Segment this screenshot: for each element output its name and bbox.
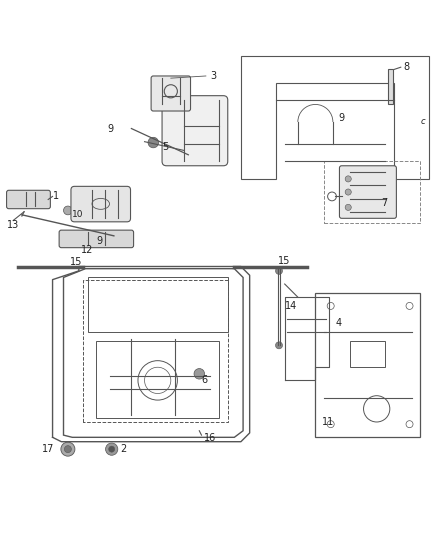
Text: 11: 11 (322, 417, 334, 427)
FancyBboxPatch shape (59, 230, 134, 248)
Text: 12: 12 (81, 245, 93, 255)
FancyBboxPatch shape (151, 76, 191, 111)
Text: 1: 1 (53, 191, 59, 201)
Circle shape (345, 176, 351, 182)
Text: 6: 6 (201, 375, 208, 385)
Text: 13: 13 (7, 220, 19, 230)
Circle shape (276, 268, 283, 274)
Text: 9: 9 (339, 112, 345, 123)
Circle shape (109, 446, 115, 452)
Text: 7: 7 (381, 198, 387, 208)
Bar (350, 341, 385, 367)
Text: 17: 17 (42, 444, 55, 454)
Circle shape (64, 206, 72, 215)
Text: 10: 10 (72, 211, 84, 219)
Text: 5: 5 (162, 142, 168, 152)
Text: 14: 14 (285, 301, 297, 311)
Text: 15: 15 (70, 257, 82, 267)
Text: 9: 9 (108, 124, 114, 134)
Bar (324, 161, 420, 223)
FancyBboxPatch shape (339, 166, 396, 219)
Text: c: c (420, 117, 425, 126)
FancyBboxPatch shape (162, 96, 228, 166)
FancyBboxPatch shape (7, 190, 50, 209)
Bar (388, 69, 393, 104)
Circle shape (345, 189, 351, 195)
Text: 3: 3 (210, 71, 216, 81)
Text: 8: 8 (403, 62, 409, 72)
Circle shape (345, 204, 351, 211)
Circle shape (194, 368, 205, 379)
Text: 9: 9 (96, 236, 102, 246)
Circle shape (61, 442, 75, 456)
Text: 4: 4 (335, 318, 341, 328)
Text: 15: 15 (278, 256, 290, 266)
Text: 2: 2 (120, 444, 127, 454)
Text: 16: 16 (204, 433, 216, 443)
Circle shape (148, 138, 159, 148)
Circle shape (64, 446, 71, 453)
Circle shape (106, 443, 118, 455)
Circle shape (276, 342, 283, 349)
FancyBboxPatch shape (71, 187, 131, 222)
